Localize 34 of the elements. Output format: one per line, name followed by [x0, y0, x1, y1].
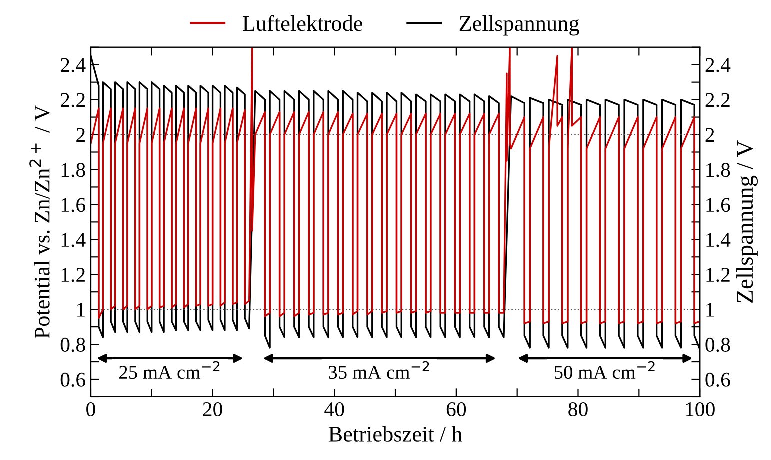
y-tick-label: 1.4 [62, 233, 86, 248]
x-tick-label: 80 [568, 402, 588, 417]
y2-axis-title: Zellspannung / V [736, 140, 758, 303]
annotation: 25 mA cm$^{−2}$ [119, 361, 220, 380]
y2-tick-label: 1.8 [706, 163, 730, 178]
annotation: 35 mA cm$^{−2}$ [329, 361, 430, 380]
y-tick-label: 0.6 [60, 372, 86, 388]
y2-tick-label: 1.6 [706, 198, 730, 212]
y2-tick-label: 2.2 [706, 93, 730, 108]
x-tick-label: 0 [86, 402, 96, 417]
y2-tick-label: 2 [706, 128, 714, 142]
x-axis-title: Betriebszeit / h [328, 426, 462, 442]
y-tick-label: 1.2 [62, 268, 85, 282]
x-tick-label: 40 [324, 402, 344, 417]
x-tick-label: 20 [203, 402, 222, 417]
y-tick-label: 1.6 [62, 198, 86, 212]
annotation: 50 mA cm$^{−2}$ [554, 361, 655, 380]
y-tick-label: 1.8 [62, 163, 86, 178]
x-tick-label: 100 [686, 402, 715, 417]
y-tick-label: 2 [76, 128, 85, 142]
y-tick-label: 0.8 [60, 338, 86, 352]
legend-label: Zellspannung [460, 16, 580, 36]
y2-tick-label: 1 [706, 303, 714, 317]
y-tick-label: 2.2 [60, 93, 85, 108]
x-tick-label: 60 [446, 402, 466, 417]
y-axis-title: Potential vs. Zn/Zn$^{2+}$ / V [30, 105, 50, 339]
y2-tick-label: 2.4 [706, 58, 731, 72]
y2-tick-label: 0.6 [706, 372, 730, 388]
y-tick-label: 1 [78, 303, 85, 317]
y-tick-label: 2.4 [60, 58, 86, 72]
y2-tick-label: 1.4 [706, 233, 731, 248]
y2-tick-label: 0.8 [706, 338, 730, 352]
legend-label: Luftelektrode [242, 15, 362, 32]
y2-tick-label: 1.2 [706, 268, 730, 282]
